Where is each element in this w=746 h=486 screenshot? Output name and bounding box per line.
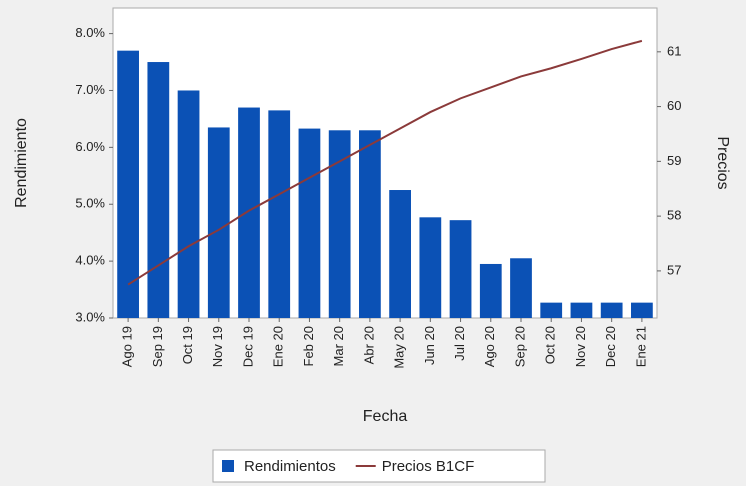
plot-area: [112, 7, 658, 319]
bar: [207, 127, 230, 318]
y2-tick-label: 59: [667, 153, 681, 168]
x-tick-label: Abr 20: [361, 326, 376, 364]
x-tick-label: Feb 20: [301, 326, 316, 366]
x-tick-label: Ene 21: [633, 326, 648, 367]
legend-label: Rendimientos: [244, 458, 336, 475]
bar: [631, 302, 653, 318]
y-tick-label: 5.0%: [75, 196, 105, 211]
x-tick-label: Ago 19: [120, 326, 135, 367]
bar: [540, 302, 563, 318]
x-tick-label: Nov 19: [210, 326, 225, 367]
y2-tick-label: 57: [667, 262, 681, 277]
legend-label: Precios B1CF: [382, 458, 475, 475]
y-tick-label: 6.0%: [75, 139, 105, 154]
bar: [117, 50, 139, 318]
bar: [419, 217, 442, 318]
bar: [600, 302, 623, 318]
bar: [238, 107, 260, 318]
y2-axis-title: Precios: [714, 136, 731, 189]
y-tick-label: 4.0%: [75, 253, 105, 268]
y2-tick-label: 61: [667, 43, 681, 58]
x-tick-label: Nov 20: [573, 326, 588, 367]
x-tick-label: Jul 20: [452, 326, 467, 361]
bar: [449, 220, 472, 318]
x-tick-label: Oct 20: [543, 326, 558, 364]
bar: [177, 90, 200, 318]
x-tick-label: Sep 19: [150, 326, 165, 367]
y-tick-label: 3.0%: [75, 309, 105, 324]
bar: [479, 263, 502, 318]
x-tick-label: Ago 20: [482, 326, 497, 367]
x-tick-label: Jun 20: [422, 326, 437, 365]
bar: [570, 302, 593, 318]
x-tick-label: Dec 19: [240, 326, 255, 367]
y-tick-label: 7.0%: [75, 82, 105, 97]
bar: [510, 258, 532, 318]
legend: [212, 449, 546, 483]
y-axis-title: Rendimiento: [13, 118, 30, 208]
bar: [359, 130, 381, 318]
legend-swatch: [222, 460, 234, 472]
bar: [389, 190, 411, 318]
x-tick-label: May 20: [392, 326, 407, 369]
bar: [147, 62, 170, 318]
line: [127, 39, 643, 286]
x-axis-title: Fecha: [363, 408, 408, 425]
x-tick-label: Oct 19: [180, 326, 195, 364]
bar: [328, 130, 351, 318]
y2-tick-label: 60: [667, 98, 681, 113]
x-tick-label: Ene 20: [271, 326, 286, 367]
bar: [268, 110, 291, 319]
bar: [298, 128, 321, 318]
y-tick-label: 8.0%: [75, 25, 105, 40]
x-tick-label: Dec 20: [603, 326, 618, 367]
x-tick-label: Sep 20: [512, 326, 527, 367]
y2-tick-label: 58: [667, 208, 681, 223]
x-tick-label: Mar 20: [331, 326, 346, 366]
